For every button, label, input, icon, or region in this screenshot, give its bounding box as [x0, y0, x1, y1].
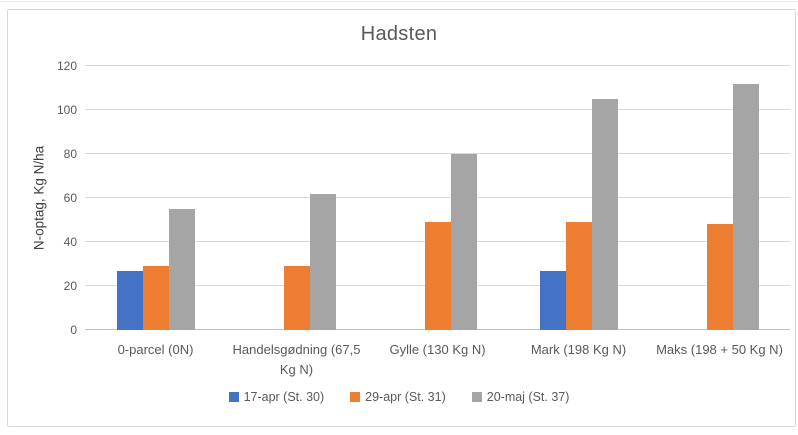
x-category-label: Mark (198 Kg N) [530, 342, 627, 357]
y-tick-label: 120 [56, 59, 77, 73]
legend: 17-apr (St. 30) 29-apr (St. 31) 20-maj (St… [0, 391, 798, 404]
bar [732, 83, 759, 330]
legend-swatch [228, 392, 239, 403]
legend-label: 17-apr (St. 30) [243, 390, 325, 404]
chart-title: Hadsten [360, 23, 438, 45]
bar [116, 270, 143, 330]
y-tick-label: 40 [63, 235, 77, 249]
bar [565, 222, 592, 330]
bar [142, 266, 169, 330]
bar-group [85, 66, 226, 330]
bar [706, 224, 733, 330]
bar-group [226, 66, 367, 330]
gridline [85, 153, 790, 154]
y-tick-label: 100 [56, 103, 77, 117]
legend-item: 17-apr (St. 30) [228, 390, 325, 404]
bar-groups [85, 66, 790, 330]
x-category-label: Maks (198 + 50 Kg N) [656, 342, 783, 357]
bar-group [649, 66, 790, 330]
y-tick-label: 60 [63, 191, 77, 205]
gridline [85, 197, 790, 198]
y-tick-label: 0 [70, 323, 77, 337]
bar-group [367, 66, 508, 330]
bar-group [508, 66, 649, 330]
bar [309, 193, 336, 330]
y-tick-label: 20 [63, 279, 77, 293]
legend-swatch [471, 392, 482, 403]
x-category-label: Gylle (130 Kg N) [389, 342, 486, 357]
legend-item: 20-maj (St. 37) [471, 390, 570, 404]
top-divider [0, 1, 798, 2]
y-tick-label: 80 [63, 147, 77, 161]
legend-label: 29-apr (St. 31) [365, 390, 446, 404]
legend-label: 20-maj (St. 37) [486, 390, 570, 404]
bar [168, 209, 195, 330]
x-axis-category-labels: 0-parcel (0N) Handelsgødning (67,5 Kg N) G… [85, 340, 790, 380]
bar [539, 270, 566, 330]
legend-item: 29-apr (St. 31) [350, 391, 446, 404]
legend-swatch [350, 392, 361, 403]
bar [591, 99, 618, 330]
bar [283, 266, 310, 330]
gridline [85, 65, 790, 66]
bar [424, 222, 451, 330]
x-category-label: Handelsgødning (67,5 Kg N) [232, 342, 361, 378]
gridline [85, 109, 790, 110]
plot-area [85, 65, 790, 330]
bar [450, 154, 477, 330]
y-axis-tick-labels: 0 20 40 60 80 100 120 [0, 60, 77, 336]
x-category-label: 0-parcel (0N) [117, 342, 194, 357]
